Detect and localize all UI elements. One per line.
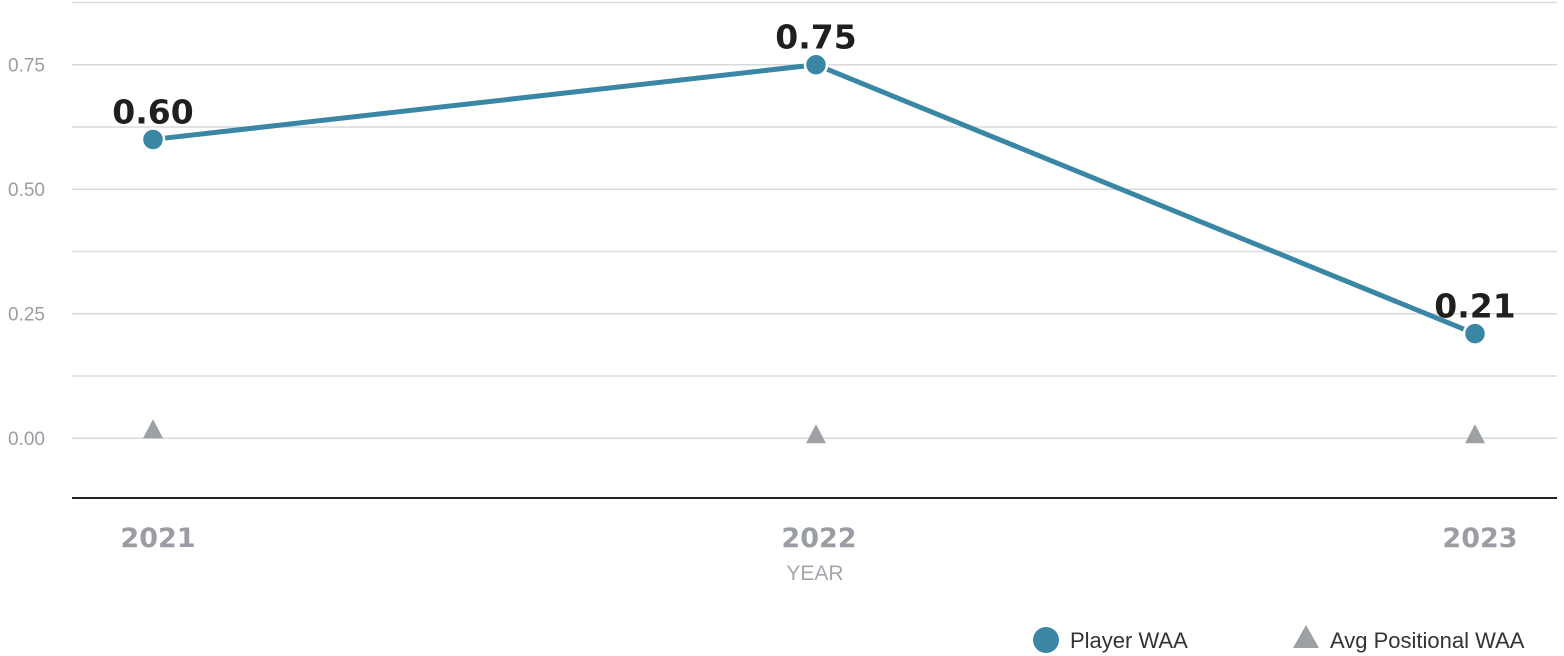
legend-label-player-waa: Player WAA bbox=[1070, 628, 1188, 653]
legend: Player WAA Avg Positional WAA bbox=[1033, 625, 1525, 653]
data-label: 0.75 bbox=[775, 18, 856, 57]
y-tick-label: 0.25 bbox=[8, 305, 45, 326]
legend-marker-avg-positional-waa bbox=[1293, 625, 1319, 648]
y-tick-label: 0.00 bbox=[8, 429, 45, 450]
x-tick-label: 2021 bbox=[120, 523, 195, 554]
player-waa-line bbox=[152, 62, 1476, 336]
x-axis: 2021 2022 2023 bbox=[120, 523, 1517, 554]
series-group: 0.60 0.75 0.21 bbox=[112, 18, 1516, 444]
player-waa-point bbox=[140, 127, 166, 152]
y-axis: 0.00 0.25 0.50 0.75 bbox=[8, 56, 45, 450]
data-label: 0.60 bbox=[112, 92, 193, 131]
x-tick-label: 2023 bbox=[1442, 523, 1517, 554]
data-label: 0.21 bbox=[1434, 287, 1515, 326]
player-waa-point bbox=[1462, 321, 1488, 346]
legend-marker-player-waa bbox=[1033, 627, 1059, 653]
player-waa-point bbox=[803, 52, 829, 77]
legend-label-avg-positional-waa: Avg Positional WAA bbox=[1330, 628, 1525, 653]
avg-positional-waa-marker bbox=[1465, 424, 1485, 444]
gridlines bbox=[72, 1, 1557, 439]
y-tick-label: 0.75 bbox=[8, 56, 45, 77]
x-axis-label: YEAR bbox=[786, 562, 843, 585]
y-tick-label: 0.50 bbox=[8, 180, 45, 201]
avg-positional-waa-marker bbox=[806, 424, 826, 444]
avg-positional-waa-marker bbox=[143, 419, 163, 439]
x-tick-label: 2022 bbox=[781, 523, 856, 554]
